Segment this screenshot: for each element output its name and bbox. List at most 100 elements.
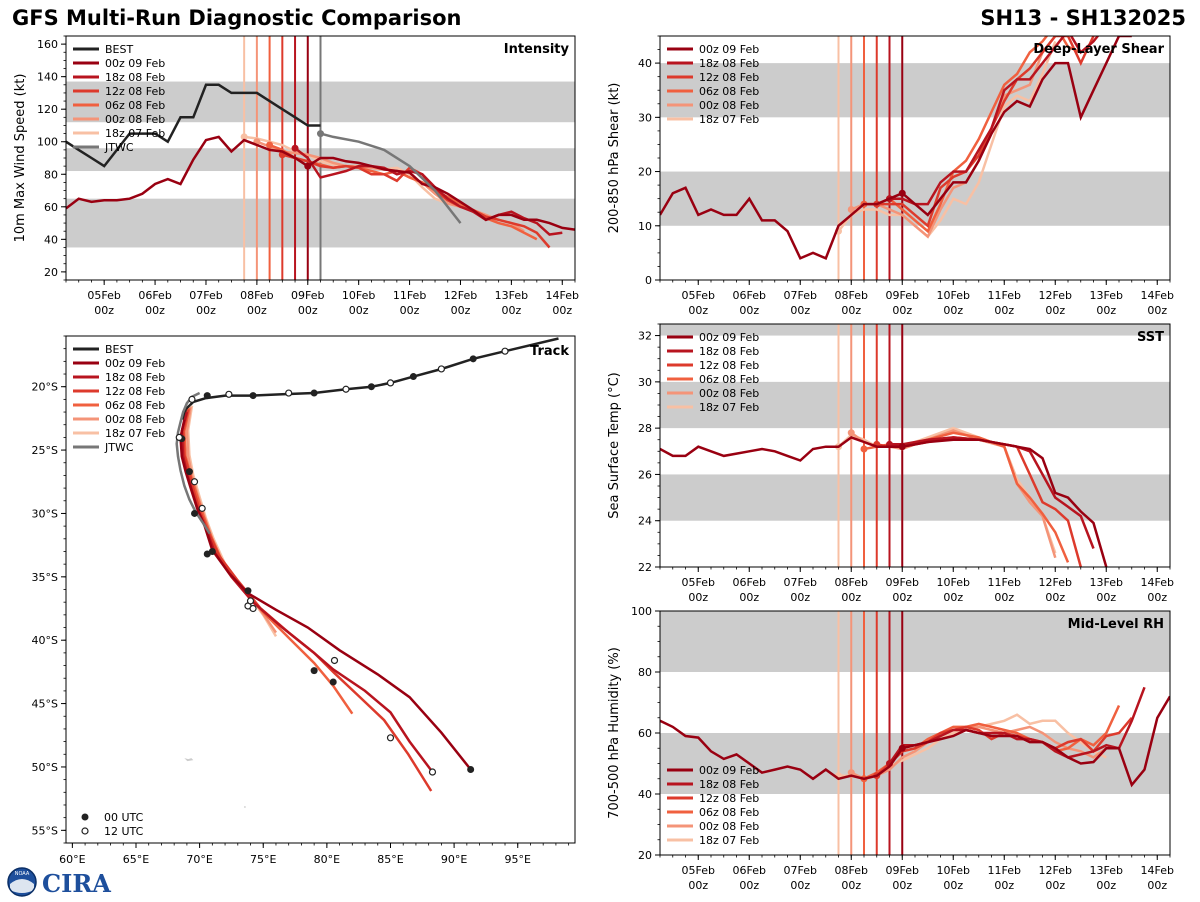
x-tick-label: 10Feb — [937, 864, 970, 877]
x-tick-label: 00z — [1096, 591, 1116, 604]
panel-title: Intensity — [504, 42, 570, 57]
x-tick-label: 05Feb — [682, 576, 715, 589]
best-track-line — [66, 83, 321, 168]
y-tick-label: 80 — [44, 168, 58, 181]
storm-id: SH13 - SH132025 — [980, 6, 1186, 30]
series-line — [889, 36, 1100, 206]
legend-label: JTWC — [104, 441, 134, 454]
legend-label: 12z 08 Feb — [699, 359, 759, 372]
legend-label: 06z 08 Feb — [105, 99, 165, 112]
x-tick-label: 05Feb — [682, 289, 715, 302]
x-tick-label: 80°E — [314, 853, 340, 866]
series-track-line — [181, 409, 433, 792]
init-dot — [240, 133, 248, 141]
legend-label: 18z 07 Feb — [699, 401, 759, 414]
series-line — [66, 135, 575, 231]
shade-band — [660, 324, 1170, 336]
marker-00utc — [409, 373, 417, 381]
x-tick-label: 07Feb — [784, 864, 817, 877]
marker-12utc — [437, 365, 445, 373]
x-tick-label: 11Feb — [988, 864, 1021, 877]
x-tick-label: 00z — [994, 591, 1014, 604]
y-tick-label: 40°S — [32, 634, 58, 647]
y-tick-label: 35°S — [32, 571, 58, 584]
island-shape — [244, 806, 246, 808]
marker-12utc — [330, 656, 339, 665]
track-panel: 60°E 65°E 70°E 75°E 80°E 85°E 90°E 95°E 20°S 25°S… — [32, 335, 576, 866]
marker-12utc — [428, 768, 437, 776]
marker-00utc — [208, 547, 216, 555]
legend-label: 12z 08 Feb — [699, 792, 759, 805]
x-tick-label: 11Feb — [393, 289, 426, 302]
legend-label: 06z 08 Feb — [105, 399, 165, 412]
x-tick-label: 12Feb — [444, 289, 477, 302]
legend-label: 18z 08 Feb — [699, 345, 759, 358]
intensity-panel: 20 40 60 80 100 120 140 160 05Feb 00z 06Feb 00z 07Fe… — [13, 35, 579, 317]
marker-00utc — [310, 667, 318, 675]
x-tick-label: 12Feb — [1039, 576, 1072, 589]
x-tick-label: 00z — [501, 304, 521, 317]
page-title: GFS Multi-Run Diagnostic Comparison — [12, 6, 462, 30]
x-tick-label: 12Feb — [1039, 864, 1072, 877]
panel-title: Deep-Layer Shear — [1033, 42, 1164, 57]
y-tick-label: 140 — [37, 71, 58, 84]
x-tick-label: 09Feb — [886, 289, 919, 302]
legend-label: 18z 08 Feb — [105, 371, 165, 384]
x-tick-label: 00z — [841, 591, 861, 604]
x-tick-label: 00z — [943, 879, 963, 892]
legend-label: 18z 07 Feb — [699, 834, 759, 847]
x-tick-label: 75°E — [250, 853, 276, 866]
marker-00utc — [203, 392, 211, 400]
shade-band — [660, 171, 1170, 226]
y-tick-label: 100 — [631, 605, 652, 618]
legend-label: JTWC — [104, 141, 134, 154]
series-line — [850, 725, 1108, 781]
y-tick-label: 40 — [638, 57, 652, 70]
x-tick-label: 05Feb — [682, 864, 715, 877]
x-tick-label: 65°E — [123, 853, 149, 866]
y-tick-label: 32 — [638, 330, 652, 343]
y-tick-label: 30°S — [32, 507, 58, 520]
x-tick-label: 95°E — [505, 853, 531, 866]
y-tick-label: 20°S — [32, 381, 58, 394]
x-tick-label: 90°E — [441, 853, 467, 866]
x-tick-label: 13Feb — [495, 289, 528, 302]
y-tick-label: 160 — [37, 38, 58, 51]
legend-label: 18z 08 Feb — [699, 57, 759, 70]
x-tick-label: 14Feb — [1141, 864, 1174, 877]
y-tick-label: 22 — [638, 561, 652, 574]
series-line — [876, 36, 1095, 228]
marker-00utc — [367, 383, 375, 391]
legend-label: 00z 08 Feb — [699, 820, 759, 833]
y-tick-label: 20 — [44, 266, 58, 279]
y-tick-label: 20 — [638, 849, 652, 862]
island-shape — [184, 758, 194, 762]
marker-12utc — [342, 385, 350, 393]
x-tick-label: 00z — [943, 591, 963, 604]
marker-00utc — [191, 509, 199, 517]
series-track-line — [180, 411, 434, 773]
x-tick-label: 06Feb — [733, 576, 766, 589]
x-tick-label: 09Feb — [886, 864, 919, 877]
x-tick-label: 00z — [1096, 879, 1116, 892]
y-tick-label: 10 — [638, 220, 652, 233]
x-tick-label: 05Feb — [87, 289, 120, 302]
init-dot — [860, 445, 868, 453]
x-tick-label: 00z — [1096, 304, 1116, 317]
x-tick-label: 00z — [943, 304, 963, 317]
x-tick-label: 13Feb — [1090, 289, 1123, 302]
y-tick-label: 55°S — [32, 824, 58, 837]
marker-12utc — [501, 347, 509, 355]
x-tick-label: 60°E — [59, 853, 85, 866]
legend-label: 12z 08 Feb — [105, 85, 165, 98]
marker-00utc — [249, 392, 257, 400]
x-tick-label: 00z — [145, 304, 165, 317]
x-tick-label: 00z — [1045, 304, 1065, 317]
marker-00utc — [310, 389, 318, 397]
x-tick-label: 00z — [739, 591, 759, 604]
y-tick-label: 30 — [638, 376, 652, 389]
y-tick-label: 20 — [638, 166, 652, 179]
legend-label: 00z 09 Feb — [105, 57, 165, 70]
x-tick-label: 07Feb — [189, 289, 222, 302]
legend-label: 18z 07 Feb — [699, 113, 759, 126]
